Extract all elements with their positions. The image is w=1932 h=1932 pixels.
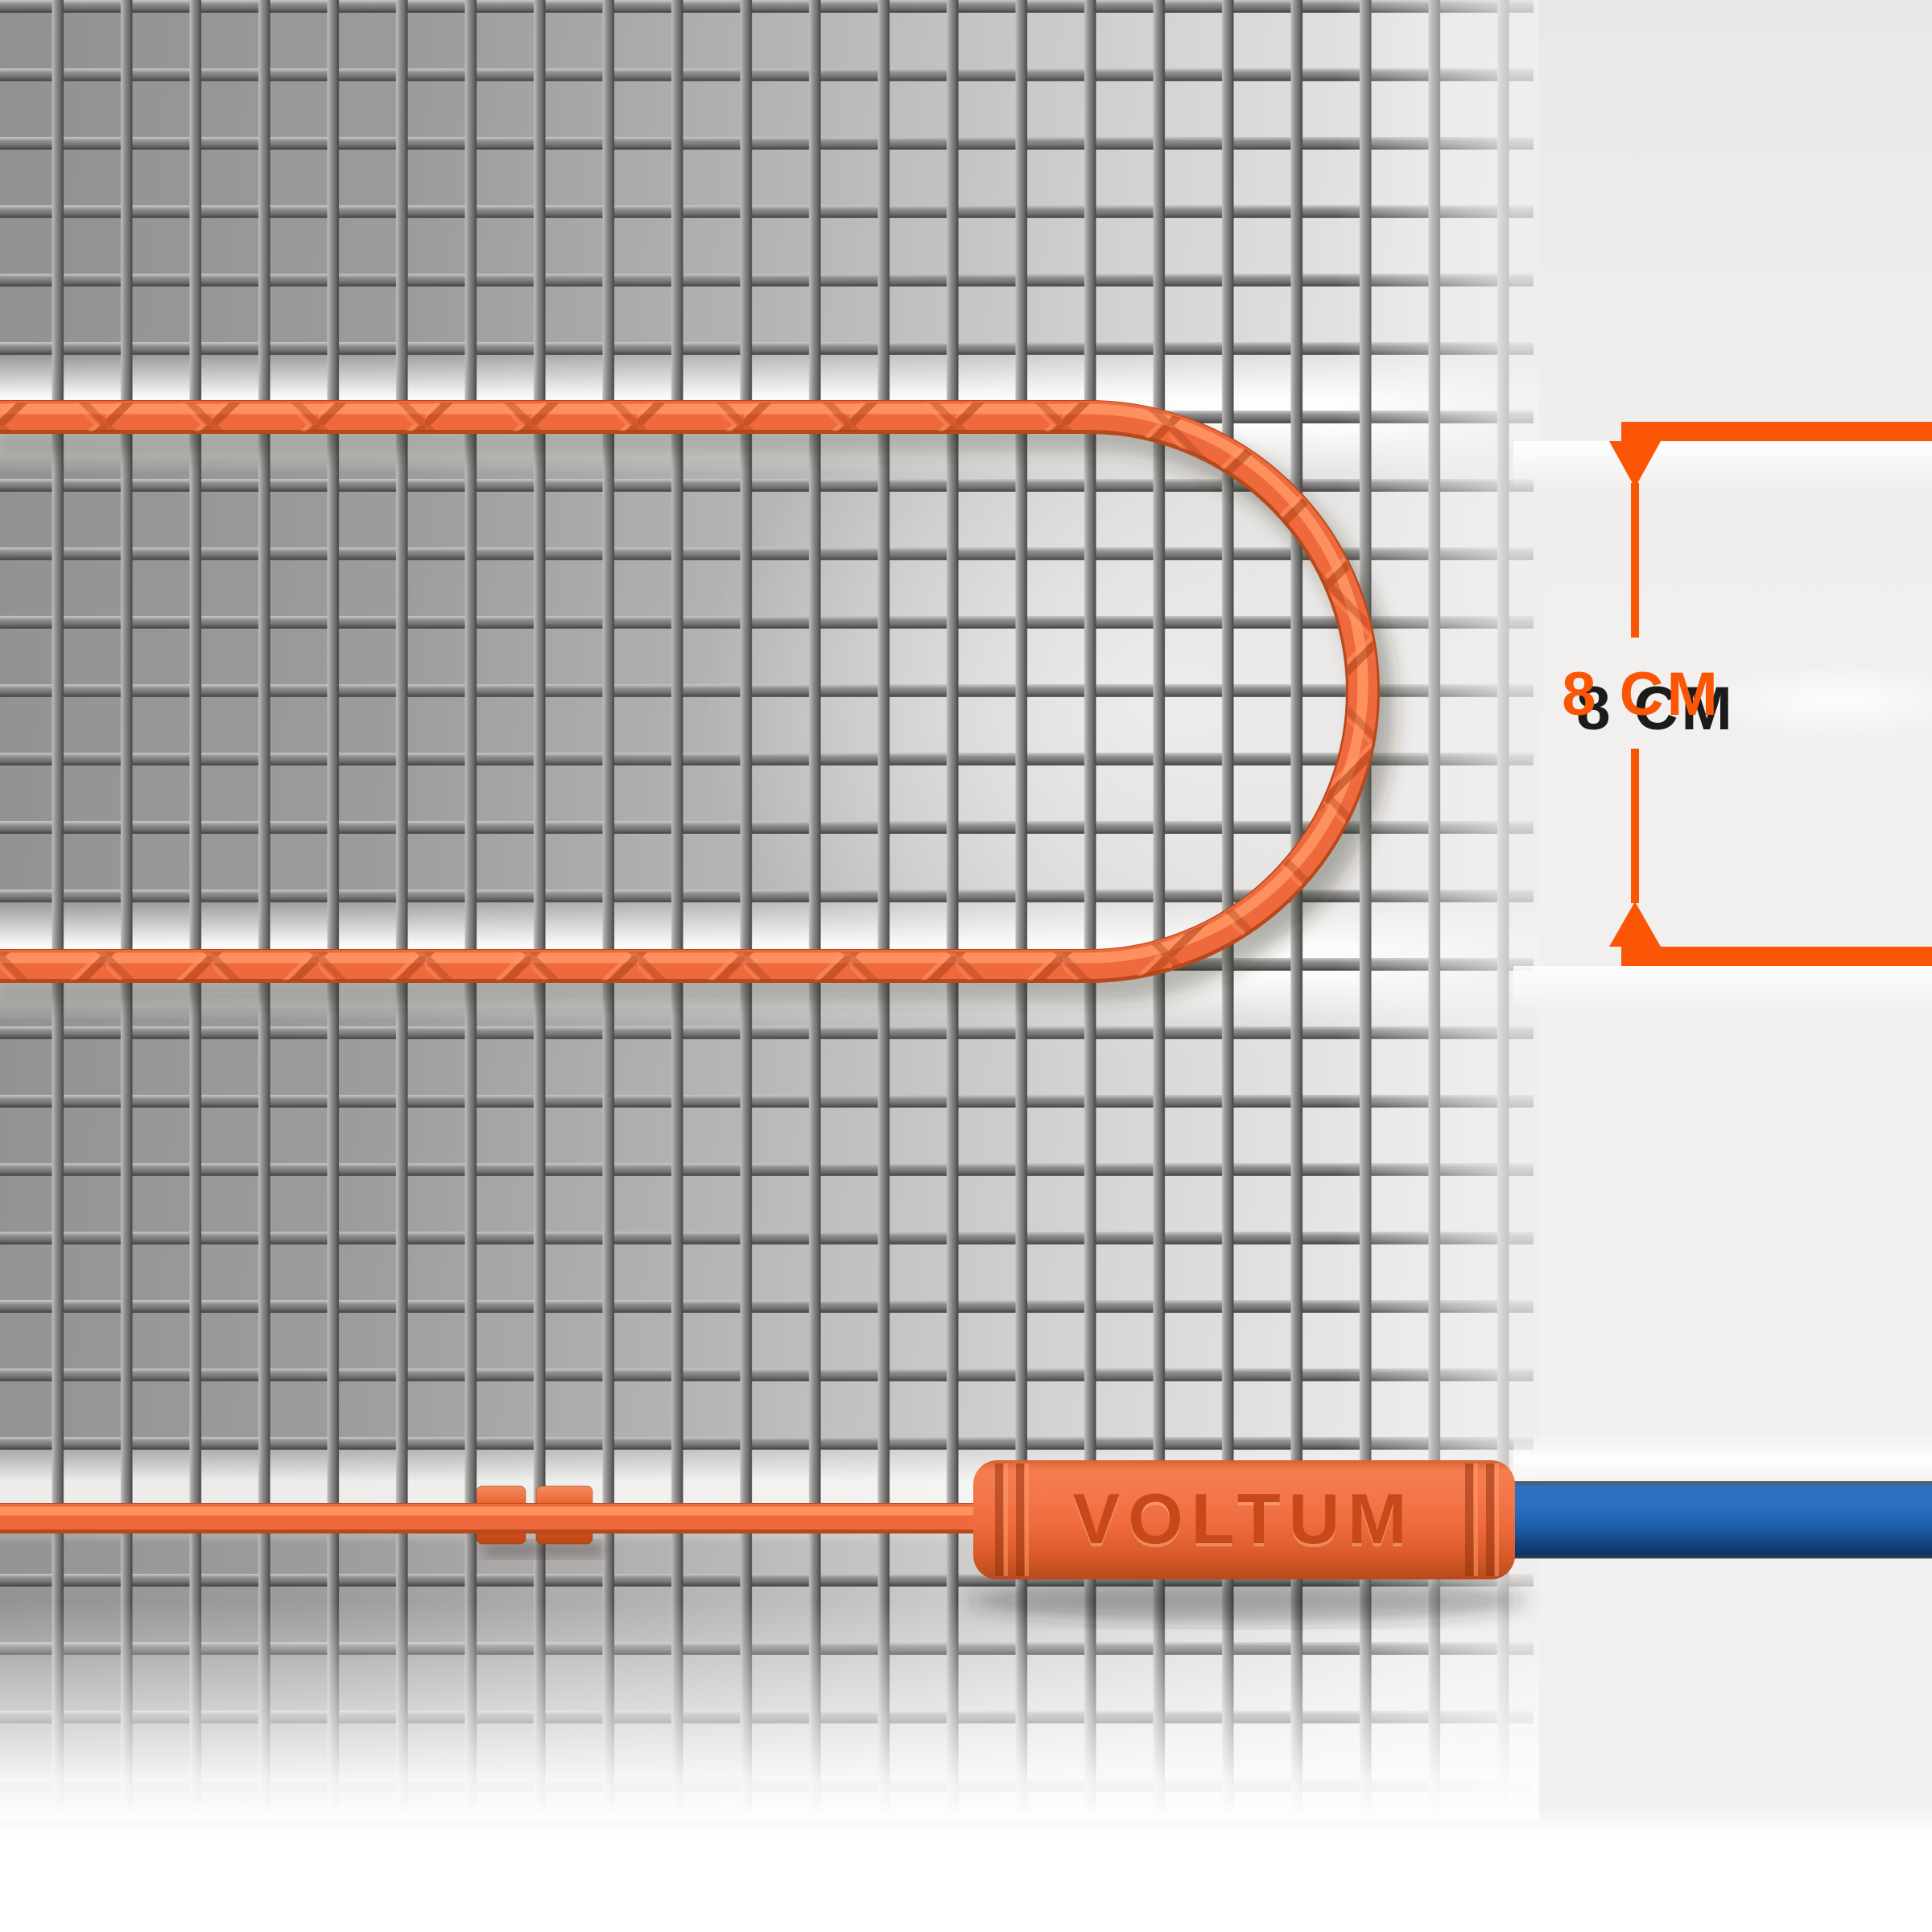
background-glow-above-cold-lead — [1513, 1433, 1932, 1481]
cable-shadows — [0, 417, 1524, 1621]
background-glow-dimension-label — [1699, 665, 1932, 737]
mesh-bottom-fade — [0, 1602, 1539, 1821]
cable-clip-shadow — [483, 1542, 604, 1557]
background-bottom-white — [0, 1803, 1932, 1932]
background-glow-under-bottom-dimension-bar — [1513, 966, 1932, 1011]
dimension-bottom-bar — [1621, 947, 1932, 966]
dimension-line-upper — [1631, 483, 1639, 638]
brand-label: VOLTUM — [1073, 1479, 1415, 1558]
connector-sleeve-shadow — [968, 1579, 1524, 1621]
heating-cable-highlight — [0, 403, 1368, 964]
dimension-label-shadow: 8 CM — [1576, 675, 1736, 743]
brand-label-emboss-highlight: VOLTUM — [1073, 1482, 1415, 1562]
connector-sleeve-body — [973, 1460, 1515, 1579]
cold-lead-cable — [1505, 1481, 1932, 1558]
connector-sleeve-ribs — [995, 1463, 1499, 1576]
connector-sleeve: VOLTUM VOLTUM — [973, 1460, 1515, 1579]
lead-cable — [0, 1503, 986, 1534]
dimension-arrow-down-icon — [1609, 902, 1661, 947]
dimension-line-lower — [1631, 749, 1639, 903]
heating-cable-spiral-texture — [0, 402, 1377, 980]
dimension-top-bar — [1621, 422, 1932, 441]
dimension-label: 8 CM — [1562, 660, 1721, 729]
heating-cable-shadow — [0, 417, 1393, 1001]
heating-cable-loop — [0, 400, 1380, 983]
background-glow-under-top-dimension-bar — [1513, 441, 1932, 489]
dimension-arrow-up-icon — [1609, 441, 1661, 488]
dimension-marker: 8 CM 8 CM — [1562, 422, 1932, 966]
